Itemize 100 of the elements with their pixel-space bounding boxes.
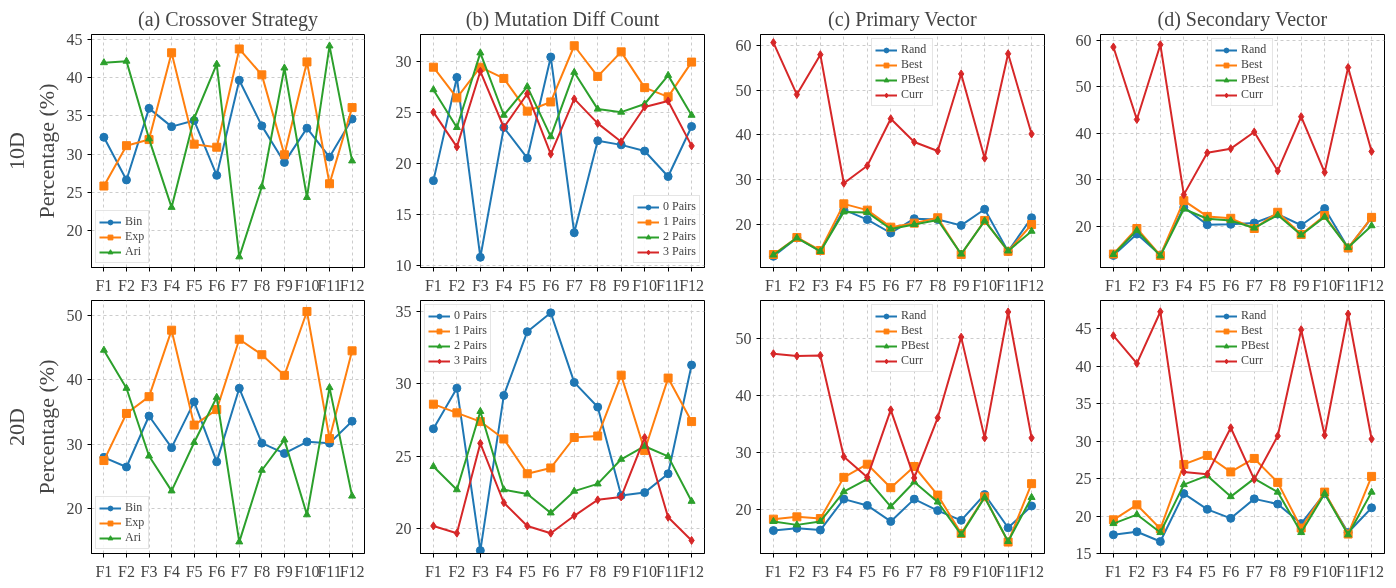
x-tick-label: F10 [972,276,998,294]
y-tick-label: 50 [66,306,83,324]
x-tick-label: F7 [905,276,923,294]
y-tick-label: 20 [1075,217,1092,235]
x-tick-label: F3 [471,562,489,580]
legend-label: Curr [900,353,923,368]
y-tick-label: 40 [1075,124,1092,142]
x-tick-label: F7 [565,276,583,294]
x-tick-label: F11 [655,276,681,294]
legend-label: 2 Pairs [454,338,487,353]
x-tick-label: F7 [1245,562,1263,580]
x-tick-label: F3 [811,276,829,294]
x-tick-label: F1 [424,276,442,294]
y-tick-label: 15 [395,205,412,223]
x-tick-label: F10 [972,562,998,580]
x-tick-label: F4 [495,276,513,294]
x-tick-label: F6 [542,276,560,294]
x-tick-label: F6 [1222,562,1240,580]
legend-label: Bin [125,500,144,515]
y-tick-label: 20 [735,215,752,233]
x-tick-label: F5 [185,276,203,294]
y-tick-label: 40 [66,371,83,389]
x-tick-label: F7 [230,276,248,294]
y-tick-label: 30 [395,375,412,393]
x-tick-label: F12 [1019,562,1045,580]
y-axis-title: 10D Percentage (%) [3,83,59,219]
y-tick-label: 20 [66,500,83,518]
x-tick-label: F4 [1175,562,1193,580]
x-tick-label: F9 [952,276,970,294]
x-tick-label: F7 [905,562,923,580]
legend-label: PBest [1240,338,1270,353]
x-tick-label: F8 [253,562,271,580]
x-tick-label: F9 [612,562,630,580]
y-tick-label: 30 [66,435,83,453]
x-tick-label: F3 [811,562,829,580]
x-tick-label: F9 [612,276,630,294]
x-tick-label: F8 [929,276,947,294]
y-tick-label: 15 [1075,545,1092,562]
y-tick-label: 50 [1075,78,1092,96]
legend-label: Best [1240,57,1263,72]
y-tick-label: 30 [66,145,83,163]
x-tick-label: F6 [882,562,900,580]
legend-label: Best [1240,323,1263,338]
legend-label: 0 Pairs [454,308,487,323]
x-tick-label: F8 [589,276,607,294]
x-tick-label: F8 [1269,276,1287,294]
x-tick-label: F1 [95,276,113,294]
x-tick-label: F5 [185,562,203,580]
x-tick-label: F2 [448,562,466,580]
x-tick-label: F10 [1312,276,1338,294]
legend-label: Curr [1240,353,1263,368]
x-tick-label: F5 [518,562,536,580]
x-tick-label: F4 [835,276,853,294]
y-tick-label: 50 [735,81,752,99]
legend-label: 3 Pairs [663,244,696,259]
x-tick-label: F12 [679,276,705,294]
y-tick-label: 40 [66,69,83,87]
chart-title: (a) Crossover Strategy [138,7,318,31]
legend-label: Curr [1240,87,1263,102]
y-tick-label: 60 [735,36,752,54]
x-tick-label: F6 [542,562,560,580]
y-tick-label: 30 [735,444,752,462]
x-tick-label: F12 [339,276,365,294]
x-tick-label: F8 [253,276,271,294]
y-tick-label: 30 [395,52,412,70]
y-tick-label: 40 [735,387,752,405]
x-tick-label: F12 [679,562,705,580]
x-tick-label: F6 [208,276,226,294]
x-tick-label: F12 [1019,276,1045,294]
x-tick-label: F5 [518,276,536,294]
chart-title: (d) Secondary Vector [1157,7,1328,31]
x-tick-label: F9 [952,562,970,580]
x-tick-label: F2 [1128,562,1146,580]
legend-label: Best [900,57,923,72]
x-tick-label: F1 [764,562,782,580]
legend-label: PBest [1240,72,1270,87]
y-tick-label: 20 [395,520,412,538]
legend-label: 3 Pairs [454,353,487,368]
x-tick-label: F4 [1175,276,1193,294]
x-tick-label: F2 [788,276,806,294]
y-tick-label: 25 [395,447,412,465]
x-tick-label: F8 [589,562,607,580]
y-tick-label: 40 [735,126,752,144]
x-tick-label: F3 [1151,276,1169,294]
y-tick-label: 10 [395,256,412,274]
y-tick-label: 25 [395,103,412,121]
x-tick-label: F11 [317,562,342,580]
x-tick-label: F1 [764,276,782,294]
legend-label: Bin [125,214,144,229]
x-tick-label: F10 [632,276,658,294]
y-tick-label: 60 [1075,32,1092,50]
x-tick-label: F1 [1104,276,1122,294]
x-tick-label: F11 [655,562,681,580]
x-tick-label: F11 [995,276,1021,294]
legend-label: Ari [125,244,142,259]
chart-title: (b) Mutation Diff Count [465,7,660,31]
y-tick-label: 20 [735,501,752,519]
x-tick-label: F7 [1245,276,1263,294]
x-tick-label: F8 [1269,562,1287,580]
y-tick-label: 25 [66,183,83,201]
